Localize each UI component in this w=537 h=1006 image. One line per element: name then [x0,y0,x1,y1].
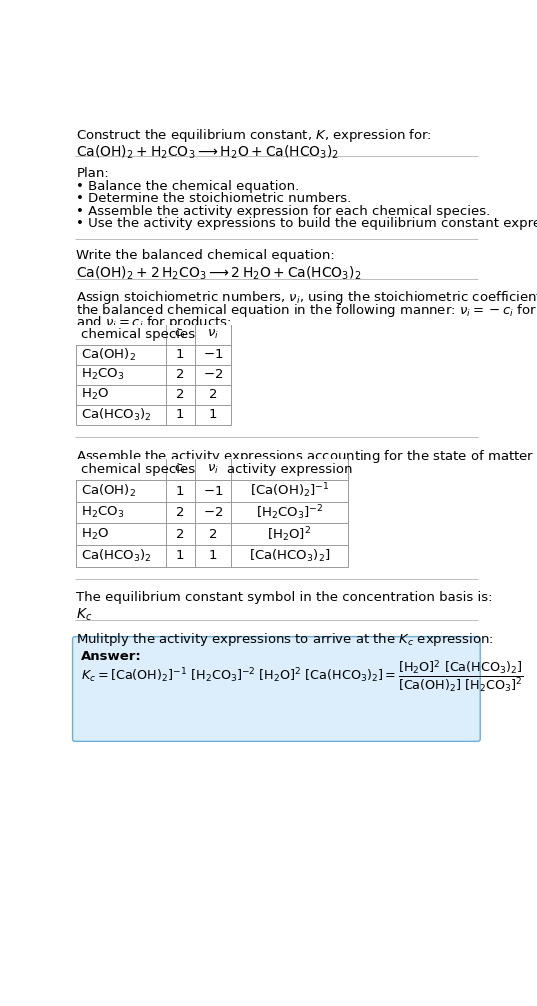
Text: Mulitply the activity expressions to arrive at the $K_c$ expression:: Mulitply the activity expressions to arr… [76,631,494,648]
Text: $c_i$: $c_i$ [175,328,186,341]
Text: $\mathrm{Ca(OH)_2 + 2\,H_2CO_3 \longrightarrow 2\,H_2O + Ca(HCO_3)_2}$: $\mathrm{Ca(OH)_2 + 2\,H_2CO_3 \longrigh… [76,265,362,282]
Text: 2: 2 [209,528,217,540]
Text: 1: 1 [176,485,185,498]
Text: Write the balanced chemical equation:: Write the balanced chemical equation: [76,249,335,263]
Text: 1: 1 [209,549,217,562]
Text: 1: 1 [176,549,185,562]
Text: • Balance the chemical equation.: • Balance the chemical equation. [76,180,300,193]
Text: $\mathrm{Ca(OH)_2}$: $\mathrm{Ca(OH)_2}$ [81,347,136,363]
Text: 2: 2 [176,506,185,519]
Text: Answer:: Answer: [81,650,142,663]
Text: 1: 1 [176,348,185,361]
Text: $\mathrm{Ca(HCO_3)_2}$: $\mathrm{Ca(HCO_3)_2}$ [81,406,152,423]
Text: 1: 1 [176,408,185,422]
Text: $\mathrm{Ca(OH)_2 + H_2CO_3 \longrightarrow H_2O + Ca(HCO_3)_2}$: $\mathrm{Ca(OH)_2 + H_2CO_3 \longrightar… [76,144,339,161]
Text: chemical species: chemical species [81,463,195,476]
Text: activity expression: activity expression [227,463,352,476]
Text: • Assemble the activity expression for each chemical species.: • Assemble the activity expression for e… [76,204,491,217]
Text: Construct the equilibrium constant, $K$, expression for:: Construct the equilibrium constant, $K$,… [76,127,432,144]
Text: $[\mathrm{H_2CO_3}]^{-2}$: $[\mathrm{H_2CO_3}]^{-2}$ [256,503,323,522]
Text: 2: 2 [176,528,185,540]
Text: • Determine the stoichiometric numbers.: • Determine the stoichiometric numbers. [76,192,352,205]
Text: Assign stoichiometric numbers, $\nu_i$, using the stoichiometric coefficients, $: Assign stoichiometric numbers, $\nu_i$, … [76,290,537,307]
Text: $-2$: $-2$ [203,368,223,381]
Text: • Use the activity expressions to build the equilibrium constant expression.: • Use the activity expressions to build … [76,217,537,230]
Text: $\mathrm{H_2CO_3}$: $\mathrm{H_2CO_3}$ [81,367,125,382]
Text: $\mathrm{Ca(HCO_3)_2}$: $\mathrm{Ca(HCO_3)_2}$ [81,547,152,563]
Text: $c_i$: $c_i$ [175,463,186,476]
Text: $[\mathrm{Ca(OH)_2}]^{-1}$: $[\mathrm{Ca(OH)_2}]^{-1}$ [250,482,329,500]
Bar [76,325,231,345]
Text: The equilibrium constant symbol in the concentration basis is:: The equilibrium constant symbol in the c… [76,592,493,605]
Text: $[\mathrm{Ca(HCO_3)_2}]$: $[\mathrm{Ca(HCO_3)_2}]$ [249,547,330,563]
Bar [76,325,231,425]
Text: $\nu_i$: $\nu_i$ [207,328,219,341]
Text: $K_c = [\mathrm{Ca(OH)_2}]^{-1}\ [\mathrm{H_2CO_3}]^{-2}\ [\mathrm{H_2O}]^{2}\ [: $K_c = [\mathrm{Ca(OH)_2}]^{-1}\ [\mathr… [81,658,524,694]
Text: $-2$: $-2$ [203,506,223,519]
Text: $-1$: $-1$ [203,485,223,498]
Text: the balanced chemical equation in the following manner: $\nu_i = -c_i$ for react: the balanced chemical equation in the fo… [76,302,537,319]
FancyBboxPatch shape [72,637,480,741]
Text: $[\mathrm{H_2O}]^{2}$: $[\mathrm{H_2O}]^{2}$ [267,525,311,543]
Text: $\mathrm{H_2O}$: $\mathrm{H_2O}$ [81,387,109,402]
Text: Assemble the activity expressions accounting for the state of matter and $\nu_i$: Assemble the activity expressions accoun… [76,448,537,465]
Text: 1: 1 [209,408,217,422]
Text: $\mathrm{H_2CO_3}$: $\mathrm{H_2CO_3}$ [81,505,125,520]
Text: 2: 2 [176,368,185,381]
Bar [76,459,347,566]
Text: Plan:: Plan: [76,167,109,180]
Text: chemical species: chemical species [81,328,195,341]
Text: and $\nu_i = c_i$ for products:: and $\nu_i = c_i$ for products: [76,314,232,331]
Text: 2: 2 [176,388,185,401]
Text: $\nu_i$: $\nu_i$ [207,463,219,476]
Text: $-1$: $-1$ [203,348,223,361]
Text: $K_c$: $K_c$ [76,607,93,623]
Text: $\mathrm{Ca(OH)_2}$: $\mathrm{Ca(OH)_2}$ [81,483,136,499]
Text: $\mathrm{H_2O}$: $\mathrm{H_2O}$ [81,527,109,542]
Text: 2: 2 [209,388,217,401]
Bar [76,459,347,480]
